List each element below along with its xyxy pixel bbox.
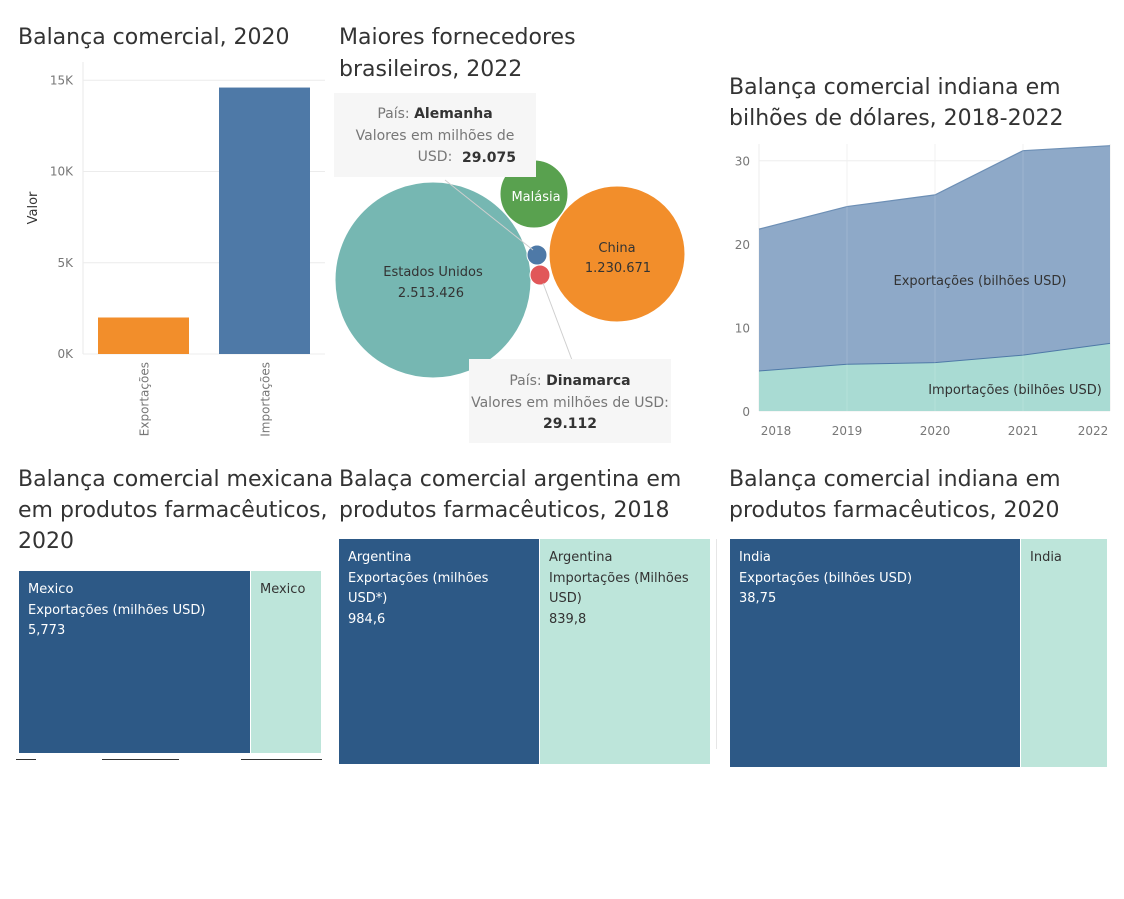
- treemap-mexico-exports[interactable]: Mexico Exportações (milhões USD) 5,773: [19, 571, 250, 753]
- treemap-mexico-exports-measure: Exportações (milhões USD): [28, 602, 206, 618]
- treemap-mexico-imports-country: Mexico: [260, 582, 306, 597]
- tooltip-germany-value: 29.075: [461, 149, 517, 166]
- area-imports: [759, 343, 1110, 411]
- mexico-title-line1: Balança comercial mexicana: [18, 467, 334, 492]
- bubble-label-name: Malásia: [511, 190, 560, 205]
- y-axis-label: Valor: [26, 191, 41, 224]
- divider: [716, 539, 717, 749]
- treemap-argentina-exports-country: Argentina: [348, 550, 412, 565]
- y-tick-label: 0K: [57, 347, 74, 361]
- x-tick-label: 2021: [1008, 424, 1039, 438]
- treemap-mexico-exports-country: Mexico: [28, 582, 74, 597]
- bubble-label-value: 1.230.671: [585, 261, 651, 276]
- treemap-argentina-imports-measure-cont: USD): [549, 591, 582, 606]
- treemap-argentina-imports-value: 839,8: [549, 611, 587, 627]
- treemap-argentina-exports[interactable]: Argentina Exportações (milhões USD*) 984…: [339, 539, 539, 764]
- mexico-title-line3: 2020: [18, 529, 74, 554]
- treemap-argentina-exports-value: 984,6: [348, 611, 386, 627]
- tooltip-denmark-country: Dinamarca: [546, 373, 631, 389]
- treemap-india-exports-country: India: [739, 550, 771, 565]
- tooltip-germany-prefix: País:: [377, 106, 410, 122]
- treemap-india-imports-country: India: [1030, 550, 1062, 565]
- y-tick-label: 10K: [50, 165, 74, 179]
- tooltip-leader-line: [444, 179, 534, 251]
- x-tick-label: 2019: [832, 424, 863, 438]
- treemap-argentina-imports-measure: Importações (Milhões: [549, 570, 689, 586]
- india-trade-title-line1: Balança comercial indiana em: [729, 75, 1061, 100]
- tooltip-germany-country: Alemanha: [414, 106, 493, 122]
- mexico-scrollbar-segment: [102, 759, 179, 760]
- y-tick-label: 20: [735, 238, 750, 252]
- treemap-mexico-imports[interactable]: Mexico: [251, 571, 321, 753]
- tooltip-leader-line: [542, 282, 573, 361]
- tooltip-denmark-value: 29.112: [542, 416, 598, 432]
- y-tick-label: 15K: [50, 73, 74, 87]
- suppliers-title-line2: brasileiros, 2022: [339, 57, 523, 82]
- bar-1: [219, 87, 310, 355]
- y-tick-label: 0: [742, 405, 750, 419]
- india-trade-title-line2: bilhões de dólares, 2018-2022: [729, 106, 1064, 131]
- india-pharma-title-line1: Balança comercial indiana em: [729, 467, 1061, 492]
- y-tick-label: 5K: [57, 256, 74, 270]
- treemap-mexico-exports-value: 5,773: [28, 623, 66, 638]
- suppliers-title-line1: Maiores fornecedores: [339, 25, 576, 50]
- tooltip-germany-measure: Valores em milhões de USD:: [355, 127, 515, 166]
- line-exports: [758, 145, 1111, 230]
- mexico-scrollbar-segment: [241, 759, 322, 760]
- treemap-argentina-exports-measure: Exportações (milhões USD*): [348, 570, 489, 607]
- india-pharma-title-line2: produtos farmacêuticos, 2020: [729, 498, 1060, 523]
- line-imports: [758, 342, 1111, 372]
- argentina-title-line1: Balaça comercial argentina em: [339, 467, 682, 492]
- area-exports: [759, 145, 1110, 411]
- mexico-scrollbar-segment: [16, 759, 36, 760]
- bubble-4: [529, 264, 551, 286]
- bubble-label-value: 2.513.426: [398, 286, 464, 301]
- tooltip-denmark-prefix: País:: [509, 373, 542, 389]
- treemap-argentina-imports-country: Argentina: [549, 550, 613, 565]
- x-tick-label: 2018: [761, 424, 792, 438]
- treemap-argentina-imports[interactable]: Argentina Importações (Milhões USD) 839,…: [540, 539, 710, 764]
- trade-2020-title: Balança comercial, 2020: [18, 25, 290, 50]
- treemap-india-imports[interactable]: India: [1021, 539, 1107, 767]
- tooltip-germany: País: Alemanha Valores em milhões de USD…: [334, 93, 536, 177]
- mexico-title-line2: em produtos farmacêuticos,: [18, 498, 328, 523]
- series-label-exports: Exportações (bilhões USD): [893, 274, 1066, 289]
- x-tick-label: Importações: [259, 362, 273, 437]
- bar-0: [98, 317, 189, 354]
- series-label-imports: Importações (bilhões USD): [928, 383, 1102, 398]
- x-tick-label: 2022: [1078, 424, 1109, 438]
- argentina-title-line2: produtos farmacêuticos, 2018: [339, 498, 670, 523]
- bubble-1: [548, 185, 686, 323]
- tooltip-denmark-measure: Valores em milhões de USD:: [471, 394, 669, 411]
- x-tick-label: Exportações: [138, 362, 152, 436]
- x-tick-label: 2020: [920, 424, 951, 438]
- treemap-india-exports-value: 38,75: [739, 591, 777, 606]
- y-tick-label: 30: [735, 155, 750, 169]
- y-tick-label: 10: [735, 322, 750, 336]
- bubble-label-name: China: [598, 241, 635, 256]
- treemap-india-exports-measure: Exportações (bilhões USD): [739, 570, 913, 586]
- bubble-label-name: Estados Unidos: [383, 265, 483, 280]
- tooltip-denmark: País: Dinamarca Valores em milhões de US…: [469, 359, 671, 443]
- treemap-india-exports[interactable]: India Exportações (bilhões USD) 38,75: [730, 539, 1020, 767]
